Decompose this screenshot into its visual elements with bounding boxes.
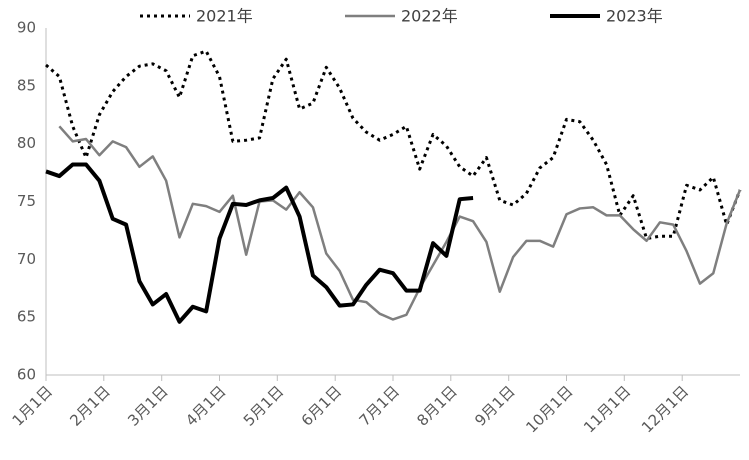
x-tick-label: 12月1日 — [638, 382, 692, 436]
x-tick-label: 1月1日 — [9, 382, 56, 429]
series-line — [45, 49, 742, 241]
y-tick-label: 80 — [17, 134, 36, 152]
x-tick-label: 10月1日 — [522, 382, 576, 436]
y-tick-label: 85 — [17, 76, 36, 94]
x-tick-label: 5月1日 — [240, 382, 287, 429]
x-tick-label: 6月1日 — [298, 382, 345, 429]
x-tick-label: 11月1日 — [580, 382, 634, 436]
x-tick-label: 7月1日 — [356, 382, 403, 429]
x-tick-label: 9月1日 — [471, 382, 518, 429]
x-tick-label: 2月1日 — [66, 382, 113, 429]
legend-text: 2022年 — [401, 7, 458, 26]
y-tick-label: 60 — [17, 366, 36, 384]
y-tick-label: 75 — [17, 192, 36, 210]
legend-text: 2023年 — [606, 7, 663, 26]
series-line — [45, 162, 474, 324]
x-tick-label: 4月1日 — [182, 382, 229, 429]
y-tick-label: 65 — [17, 308, 36, 326]
y-tick-label: 90 — [17, 19, 36, 37]
y-tick-label: 70 — [17, 250, 36, 268]
series-line — [58, 125, 742, 321]
legend-text: 2021年 — [196, 7, 253, 26]
x-tick-label: 3月1日 — [124, 382, 171, 429]
x-tick-label: 8月1日 — [413, 382, 460, 429]
